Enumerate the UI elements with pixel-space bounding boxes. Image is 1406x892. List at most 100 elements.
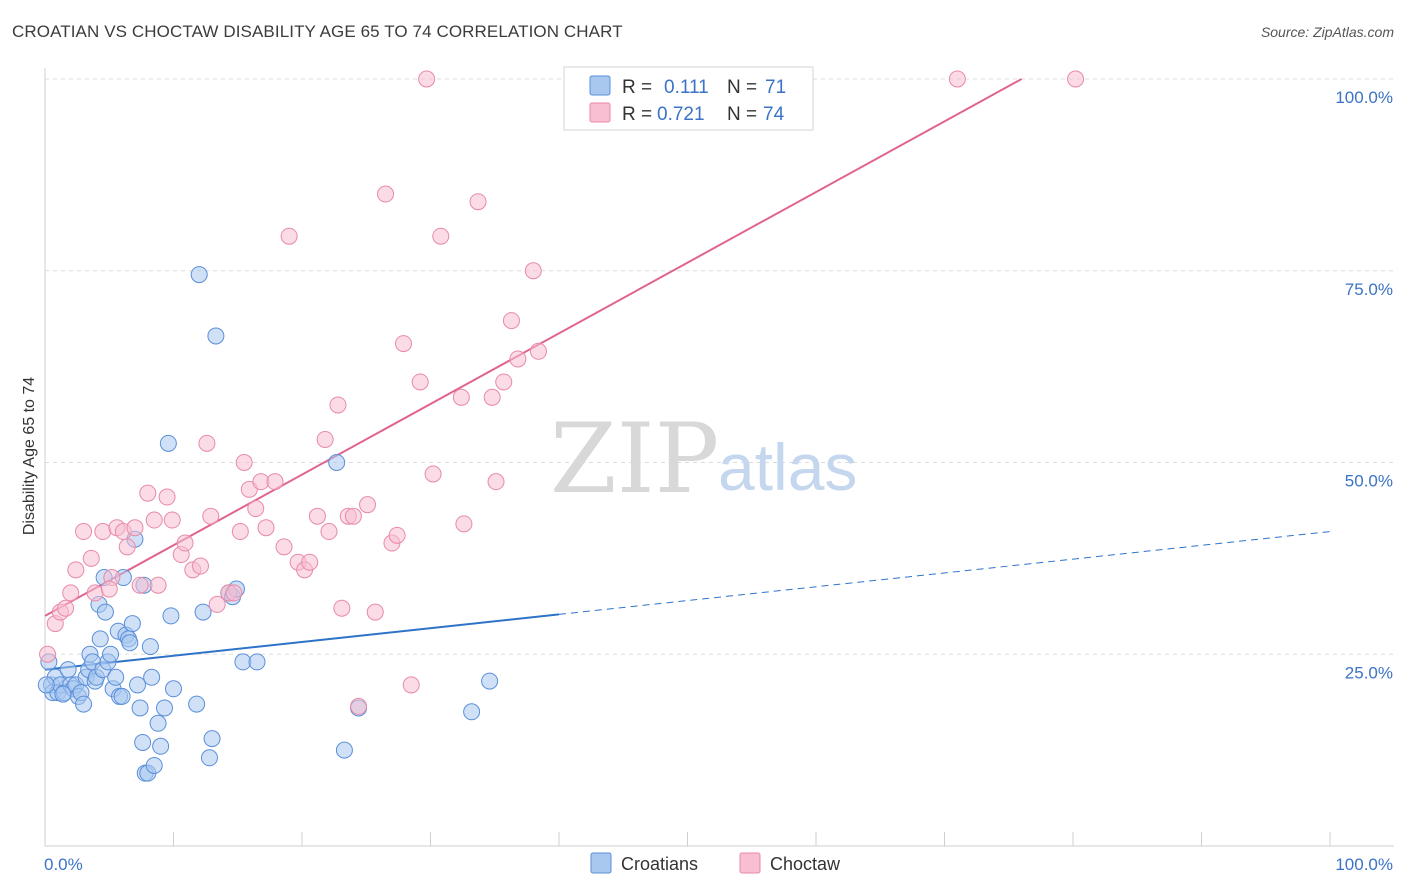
croatians-point	[203, 730, 221, 748]
choctaw-point	[948, 70, 966, 88]
choctaw-point	[62, 584, 80, 602]
choctaw-point	[452, 388, 470, 406]
choctaw-point	[388, 526, 406, 544]
choctaw-point	[39, 645, 57, 663]
choctaw-point	[247, 500, 265, 518]
choctaw-point	[82, 549, 100, 567]
x-ticks	[44, 832, 1331, 846]
croatians-point	[162, 607, 180, 625]
choctaw-point	[67, 561, 85, 579]
croatians-point	[234, 653, 252, 671]
choctaw-point	[208, 595, 226, 613]
choctaw-point	[163, 511, 181, 529]
y-tick-label: 75.0%	[1345, 280, 1393, 299]
legend-n-label-choctaw: N =	[727, 104, 757, 125]
croatians-point	[141, 638, 159, 656]
choctaw-point	[455, 515, 473, 533]
choctaw-point	[266, 473, 284, 491]
x-tick-label-min: 0.0%	[44, 855, 83, 874]
croatians-point	[328, 454, 346, 471]
croatians-point	[59, 661, 77, 679]
choctaw-point	[225, 584, 243, 602]
croatians-point	[481, 672, 499, 690]
legend-n-value-croatians: 71	[765, 77, 786, 98]
bottom-legend-swatch-choctaw	[739, 852, 761, 874]
choctaw-point	[158, 488, 176, 506]
choctaw-point	[411, 373, 429, 391]
watermark-atlas: atlas	[718, 430, 857, 504]
croatians-point	[159, 434, 177, 452]
choctaw-point	[301, 553, 319, 571]
axes	[44, 68, 1394, 847]
choctaw-point	[275, 538, 293, 556]
choctaw-point	[257, 519, 275, 537]
choctaw-point	[139, 484, 157, 502]
choctaw-point	[432, 227, 450, 245]
y-tick-label: 100.0%	[1335, 88, 1393, 107]
croatians-point	[123, 615, 141, 633]
choctaw-point	[118, 538, 136, 556]
croatians-point	[113, 687, 131, 705]
legend-swatch-choctaw	[589, 102, 611, 123]
legend-swatch-croatians	[589, 75, 611, 96]
choctaw-point	[75, 523, 93, 541]
choctaw-point	[100, 580, 118, 598]
croatians-point	[134, 733, 152, 751]
choctaw-point	[149, 576, 167, 594]
choctaw-point	[308, 507, 326, 525]
croatians-point	[463, 703, 481, 721]
croatians-point	[194, 603, 212, 621]
croatians-point	[91, 630, 109, 648]
choctaw-point	[529, 342, 547, 360]
choctaw-point	[126, 519, 144, 537]
choctaw-point	[198, 434, 216, 452]
choctaw-point	[509, 350, 527, 368]
croatians-trend-extension	[558, 531, 1331, 615]
choctaw-point	[495, 373, 513, 391]
choctaw-point	[320, 523, 338, 541]
choctaw-point	[487, 473, 505, 491]
bottom-legend-label-choctaw: Choctaw	[770, 854, 841, 874]
choctaw-point	[131, 576, 149, 594]
croatians-point	[188, 695, 206, 713]
choctaw-point	[402, 676, 420, 694]
grid	[45, 78, 1394, 655]
choctaw-point	[1067, 70, 1085, 88]
choctaw-point	[344, 507, 362, 525]
choctaw-point	[469, 193, 487, 211]
chart-title: CROATIAN VS CHOCTAW DISABILITY AGE 65 TO…	[12, 22, 623, 41]
choctaw-point	[145, 511, 163, 529]
choctaw-point	[57, 599, 75, 617]
y-tick-label: 25.0%	[1345, 663, 1393, 682]
choctaw-point	[202, 507, 220, 525]
choctaw-point	[350, 697, 368, 715]
choctaw-point	[329, 396, 347, 414]
choctaw-point	[418, 70, 436, 88]
choctaw-point	[316, 430, 334, 448]
croatians-point	[121, 634, 139, 652]
choctaw-point	[377, 185, 395, 203]
croatians-point	[107, 668, 125, 686]
y-axis-title: Disability Age 65 to 74	[21, 377, 38, 535]
croatians-point	[248, 653, 266, 671]
croatians-point	[54, 685, 72, 703]
choctaw-point	[176, 534, 194, 552]
croatians-point	[102, 645, 120, 663]
legend-r-value-croatians: 0.111	[664, 77, 709, 98]
bottom-legend-swatch-croatians	[590, 852, 612, 874]
choctaw-point	[359, 496, 377, 514]
croatians-point	[143, 668, 161, 686]
choctaw-point	[524, 262, 542, 280]
croatians-point	[152, 737, 170, 755]
bottom-legend: Croatians Choctaw	[590, 852, 841, 874]
choctaw-point	[231, 523, 249, 541]
choctaw-point	[333, 599, 351, 617]
croatians-point	[96, 603, 114, 621]
choctaw-points	[39, 70, 1085, 715]
legend-n-label-croatians: N =	[727, 77, 757, 98]
legend: R = 0.111 N = 71 R = 0.721 N = 74	[563, 66, 814, 131]
choctaw-point	[252, 473, 270, 491]
croatians-point	[165, 680, 182, 698]
choctaw-point	[502, 312, 520, 330]
